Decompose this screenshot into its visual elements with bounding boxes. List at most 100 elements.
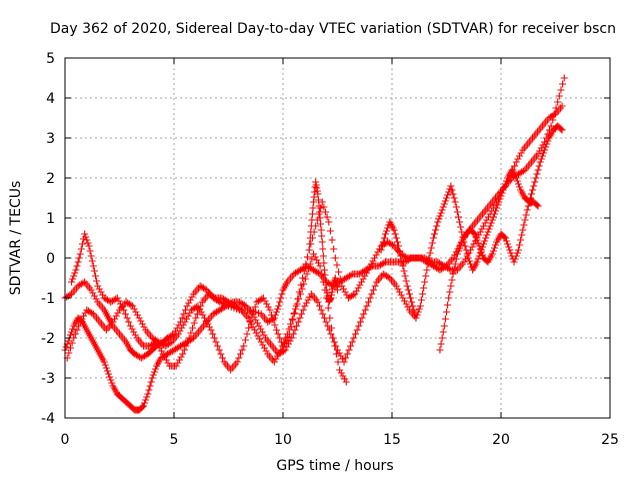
data-point xyxy=(176,327,184,335)
y-tick-label: 5 xyxy=(46,51,55,67)
y-tick-labels: -4 -3 -2 -1 0 1 2 3 4 5 xyxy=(41,51,55,427)
data-point xyxy=(121,310,129,318)
data-point xyxy=(214,342,222,350)
data-point xyxy=(396,288,404,296)
data-point xyxy=(78,315,86,323)
data-point xyxy=(272,355,280,363)
data-point xyxy=(255,322,263,330)
data-point xyxy=(127,301,135,309)
data-point xyxy=(217,350,225,358)
data-point xyxy=(69,275,77,283)
data-point xyxy=(308,210,316,218)
data-point xyxy=(445,294,453,302)
data-point xyxy=(404,286,412,294)
data-point xyxy=(371,254,379,262)
data-point xyxy=(263,300,271,308)
data-point xyxy=(513,249,521,257)
data-point xyxy=(151,365,159,373)
data-point xyxy=(86,247,94,255)
data-point xyxy=(473,236,481,244)
data-point xyxy=(339,372,347,380)
data-point xyxy=(447,282,455,290)
x-tick-label: 15 xyxy=(383,432,401,448)
data-point xyxy=(523,206,531,214)
data-point xyxy=(547,122,555,130)
data-point xyxy=(408,298,416,306)
data-point xyxy=(189,324,197,332)
data-point xyxy=(65,349,73,357)
data-point xyxy=(354,284,362,292)
data-point xyxy=(164,359,172,367)
data-point xyxy=(441,197,449,205)
plot-frame xyxy=(64,57,611,419)
data-point xyxy=(316,208,324,216)
data-point xyxy=(483,231,491,239)
data-point xyxy=(450,194,458,202)
data-point xyxy=(450,265,458,273)
data-point xyxy=(297,281,305,289)
data-point xyxy=(186,309,194,317)
data-point xyxy=(397,252,405,260)
data-point xyxy=(474,255,482,263)
data-point xyxy=(389,241,397,249)
data-point xyxy=(397,291,405,299)
data-point xyxy=(528,190,536,198)
data-point xyxy=(391,230,399,238)
data-point xyxy=(476,245,484,253)
data-point xyxy=(66,344,74,352)
data-point xyxy=(235,354,243,362)
data-point xyxy=(534,150,542,158)
data-point xyxy=(512,158,520,166)
data-point xyxy=(207,326,215,334)
data-point xyxy=(318,238,326,246)
data-point xyxy=(536,158,544,166)
data-point xyxy=(236,350,244,358)
data-point xyxy=(318,198,326,206)
data-point xyxy=(254,332,262,340)
data-point xyxy=(449,190,457,198)
data-point xyxy=(178,324,186,332)
y-tick-label: -4 xyxy=(41,411,55,427)
data-point xyxy=(314,190,322,198)
data-point xyxy=(68,328,76,336)
data-point xyxy=(415,305,423,313)
y-tick-label: 1 xyxy=(46,211,55,227)
data-point xyxy=(488,250,496,258)
data-point xyxy=(192,314,200,322)
data-point xyxy=(105,370,113,378)
data-point xyxy=(307,222,315,230)
data-point xyxy=(439,328,447,336)
data-point xyxy=(453,250,461,258)
data-point xyxy=(492,241,500,249)
data-point xyxy=(147,378,155,386)
data-point xyxy=(436,346,444,354)
data-point xyxy=(372,251,380,259)
data-point xyxy=(448,186,456,194)
data-point xyxy=(414,308,422,316)
data-point xyxy=(144,390,152,398)
data-point xyxy=(380,234,388,242)
data-point xyxy=(341,375,349,383)
data-point xyxy=(80,312,88,320)
data-point xyxy=(351,290,359,298)
data-point xyxy=(129,302,137,310)
data-point xyxy=(437,209,445,217)
data-point xyxy=(475,242,483,250)
data-point xyxy=(162,356,170,364)
data-point xyxy=(302,260,310,268)
data-point xyxy=(301,302,309,310)
data-point xyxy=(500,233,508,241)
data-point xyxy=(471,230,479,238)
data-point xyxy=(428,239,436,247)
data-point xyxy=(440,200,448,208)
data-point xyxy=(446,288,454,296)
data-point xyxy=(126,322,134,330)
data-point xyxy=(425,254,433,262)
data-point xyxy=(81,230,89,238)
data-point xyxy=(210,334,218,342)
y-tick-label: -2 xyxy=(41,331,55,347)
data-point xyxy=(530,182,538,190)
data-point xyxy=(75,254,83,262)
data-point xyxy=(243,330,251,338)
data-point xyxy=(314,298,322,306)
